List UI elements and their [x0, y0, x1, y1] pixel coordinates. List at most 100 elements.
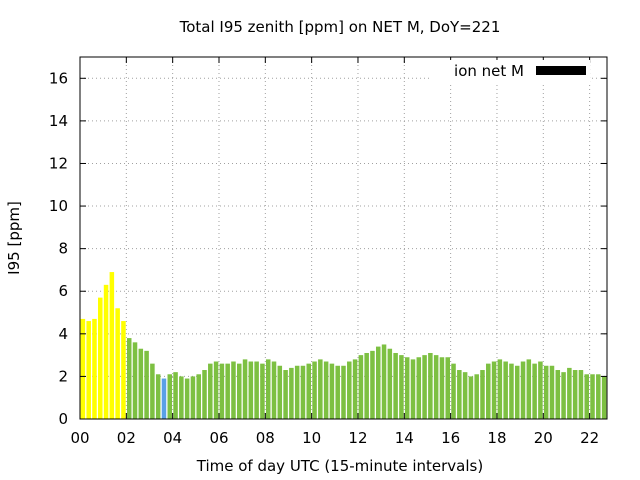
x-tick-label: 08	[256, 429, 275, 447]
bar	[173, 372, 178, 419]
bar	[428, 352, 433, 419]
y-tick-label: 10	[49, 197, 68, 215]
bar	[109, 272, 115, 419]
bar	[549, 365, 555, 419]
bar	[497, 359, 503, 419]
bar	[161, 378, 167, 419]
bar	[491, 361, 497, 419]
bar	[387, 348, 393, 419]
y-tick-label: 16	[49, 69, 68, 87]
bar	[231, 361, 236, 419]
x-tick-label: 10	[302, 429, 321, 447]
bar	[271, 361, 277, 419]
bar	[115, 308, 120, 419]
bar	[578, 370, 584, 419]
bar	[462, 372, 468, 419]
x-tick-label: 06	[209, 429, 228, 447]
bar	[329, 363, 335, 419]
bar	[543, 365, 549, 419]
bar	[381, 344, 387, 419]
bar	[121, 321, 126, 419]
bar	[126, 338, 132, 419]
bar	[433, 355, 439, 419]
y-tick-label: 8	[58, 240, 68, 258]
legend-label: ion net M	[454, 62, 524, 80]
x-tick-label: 12	[348, 429, 367, 447]
x-tick-label: 00	[70, 429, 89, 447]
bar	[294, 365, 300, 419]
bar	[341, 365, 346, 419]
legend: ion net M	[430, 60, 590, 82]
bar	[561, 372, 566, 419]
x-tick-label: 20	[534, 429, 553, 447]
bar	[601, 376, 607, 419]
bar	[167, 374, 173, 419]
bar	[347, 361, 352, 419]
x-tick-label: 04	[163, 429, 182, 447]
bar	[92, 318, 97, 419]
x-tick-label: 18	[487, 429, 506, 447]
bar	[404, 357, 410, 419]
bar	[86, 321, 91, 419]
plot-border	[79, 56, 608, 420]
bar	[555, 370, 561, 419]
bar	[265, 359, 271, 419]
y-tick-label: 2	[58, 367, 68, 385]
bar	[393, 352, 398, 419]
x-axis-label: Time of day UTC (15-minute intervals)	[196, 457, 483, 475]
bar	[283, 370, 288, 419]
x-tick-label: 16	[441, 429, 460, 447]
bar	[254, 361, 259, 419]
chart-title: Total I95 zenith [ppm] on NET M, DoY=221	[179, 18, 501, 36]
bar	[196, 374, 201, 419]
bar	[503, 361, 508, 419]
bar	[445, 357, 450, 419]
bar	[219, 363, 225, 419]
y-axis-ticks: 0 2 4 6 8 10 12 14 16	[49, 69, 607, 428]
y-tick-label: 14	[49, 112, 68, 130]
bar	[457, 370, 462, 419]
bar	[439, 357, 445, 419]
bar	[520, 361, 526, 419]
bar	[202, 370, 207, 419]
legend-background	[430, 60, 590, 82]
bar	[399, 355, 404, 419]
bar	[98, 297, 103, 419]
x-tick-label: 22	[580, 429, 599, 447]
bar	[572, 370, 578, 419]
bar	[103, 284, 109, 419]
grid	[80, 57, 607, 419]
bar	[323, 361, 329, 419]
bar	[451, 363, 456, 419]
y-tick-label: 12	[49, 154, 68, 172]
bar	[184, 378, 190, 419]
bar	[248, 361, 254, 419]
bar	[289, 367, 294, 419]
bar	[179, 376, 184, 419]
bar	[208, 363, 213, 419]
x-axis-ticks: 00 02 04 06 08 10 12 14 16 18 20 22	[70, 57, 599, 447]
bar	[375, 346, 381, 419]
bar	[138, 348, 144, 419]
bar	[567, 367, 572, 419]
bar	[538, 361, 543, 419]
y-axis-label: I95 [ppm]	[5, 201, 23, 275]
y-tick-label: 4	[58, 325, 68, 343]
bars	[80, 272, 607, 419]
bar	[132, 342, 138, 419]
bar	[190, 376, 196, 419]
bar	[318, 359, 323, 419]
bar	[416, 357, 422, 419]
bar	[237, 363, 242, 419]
legend-swatch	[536, 66, 586, 75]
y-tick-label: 6	[58, 282, 68, 300]
bar	[242, 359, 248, 419]
bar	[144, 350, 149, 419]
bar	[590, 374, 595, 419]
bar	[596, 374, 601, 419]
bar	[514, 365, 520, 419]
bar	[312, 361, 317, 419]
bar	[422, 355, 427, 419]
x-tick-label: 02	[117, 429, 136, 447]
